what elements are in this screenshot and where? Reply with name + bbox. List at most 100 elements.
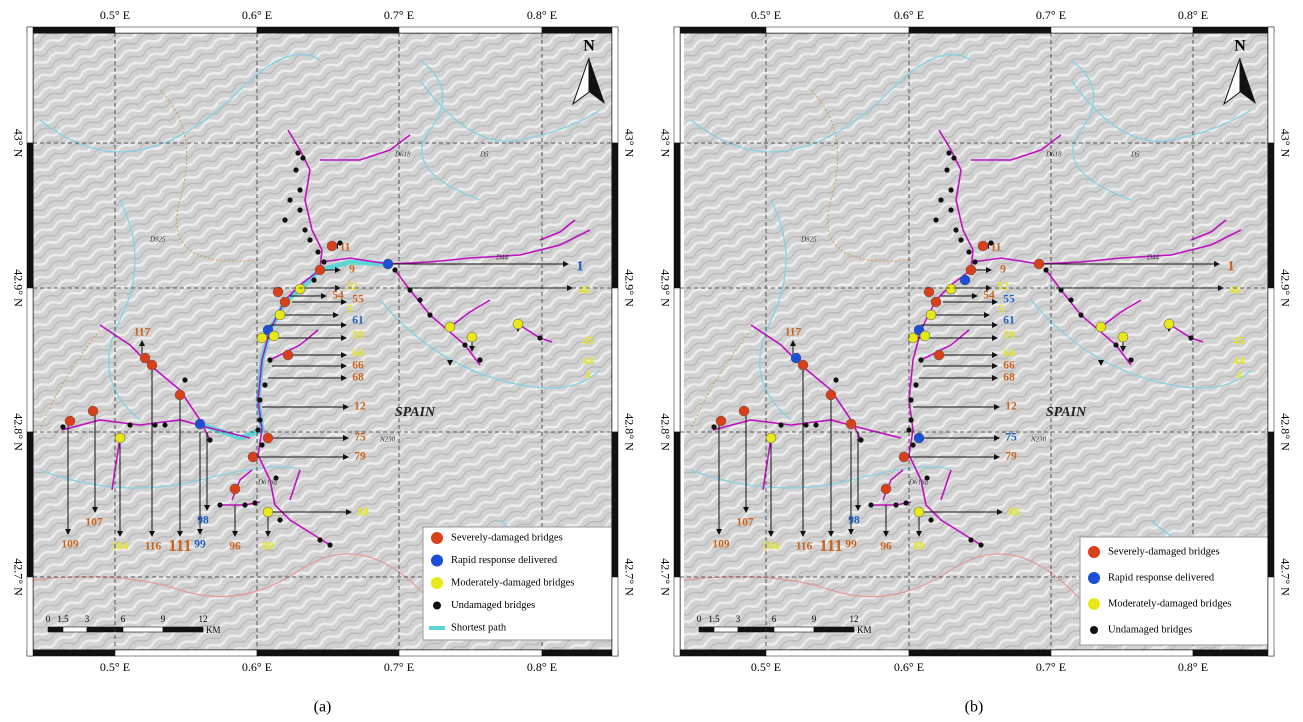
frame-strip — [1268, 143, 1274, 288]
bridge-marker — [275, 310, 285, 320]
longitude-label: 0.6° E — [242, 660, 272, 674]
bridge-marker — [467, 332, 477, 342]
scale-segment — [87, 627, 123, 632]
bridge-marker — [115, 433, 125, 443]
bridge-marker — [293, 167, 298, 172]
bridge-label: 104 — [111, 541, 129, 553]
longitude-label: 0.6° E — [242, 8, 272, 22]
country-label: SPAIN — [1046, 405, 1087, 420]
bridge-marker — [926, 310, 936, 320]
longitude-label: 0.8° E — [1178, 8, 1208, 22]
bridge-marker — [881, 484, 891, 494]
bridge-marker — [988, 240, 993, 245]
bridge-marker — [315, 249, 320, 254]
bridge-marker — [711, 424, 716, 429]
bridge-label: 1 — [1227, 258, 1235, 274]
frame-strip — [1051, 27, 1193, 33]
bridge-label: 12 — [1005, 401, 1017, 413]
latitude-label: 42.9° N — [11, 269, 25, 307]
bridge-label: 59 — [1003, 330, 1015, 342]
bridge-marker — [914, 507, 924, 517]
frame-strip — [612, 577, 618, 656]
scale-label: 3 — [736, 614, 741, 624]
bridge-label: 116 — [145, 541, 162, 553]
bridge-marker — [1078, 312, 1083, 317]
caption: (b) — [965, 699, 984, 716]
bridge-label: 116 — [796, 541, 813, 553]
bridge-label: 61 — [352, 315, 364, 327]
bridge-label: 111 — [819, 536, 843, 555]
longitude-label: 0.5° E — [751, 8, 781, 22]
bridge-marker — [427, 312, 432, 317]
frame-strip — [1193, 27, 1274, 33]
bridge-marker — [327, 241, 337, 251]
latitude-label: 42.7° N — [622, 558, 636, 596]
frame-strip — [257, 27, 399, 33]
north-label: N — [1234, 38, 1246, 55]
bridge-marker — [242, 502, 247, 507]
bridge-marker — [914, 433, 924, 443]
frame-strip — [674, 27, 680, 143]
bridge-marker — [924, 287, 934, 297]
frame-strip — [27, 650, 115, 656]
bridge-label: 96 — [229, 541, 241, 553]
legend-label: Severely-damaged bridges — [451, 532, 563, 543]
longitude-label: 0.7° E — [384, 660, 414, 674]
bridge-label: 117 — [785, 327, 802, 339]
bridge-label: 1 — [576, 258, 584, 274]
latitude-label: 42.7° N — [11, 558, 25, 596]
bridge-marker — [175, 390, 185, 400]
bridge-marker — [908, 333, 918, 343]
bridge-marker — [65, 416, 75, 426]
bridge-marker — [287, 197, 292, 202]
legend-label: Severely-damaged bridges — [1108, 546, 1220, 557]
longitude-label: 0.7° E — [1036, 660, 1066, 674]
bridge-marker — [280, 297, 290, 307]
bridge-marker — [417, 297, 422, 302]
legend-swatch — [431, 555, 443, 567]
bridge-marker — [913, 382, 918, 387]
longitude-label: 0.8° E — [527, 660, 557, 674]
frame-strip — [27, 27, 33, 143]
road-label: D925 — [149, 236, 166, 244]
bridge-marker — [1118, 332, 1128, 342]
frame-strip — [542, 650, 618, 656]
frame-strip — [1268, 577, 1274, 656]
longitude-label: 0.6° E — [894, 660, 924, 674]
bridge-marker — [295, 284, 305, 294]
bridge-marker — [60, 424, 65, 429]
bridge-marker — [317, 537, 322, 542]
bridge-marker — [182, 377, 187, 382]
scale-label: 9 — [161, 614, 166, 624]
frame-strip — [909, 650, 1051, 656]
bridge-marker — [295, 150, 300, 155]
scale-segment — [774, 627, 814, 632]
bridge-marker — [263, 433, 273, 443]
bridge-marker — [259, 442, 264, 447]
bridge-label: 68 — [352, 372, 364, 384]
bridge-marker — [903, 500, 908, 505]
bridge-label: 68 — [1003, 372, 1015, 384]
scale-segment — [63, 627, 87, 632]
frame-strip — [612, 143, 618, 288]
bridge-label: 104 — [762, 541, 780, 553]
frame-strip — [612, 288, 618, 432]
frame-strip — [612, 27, 618, 143]
bridge-marker — [960, 275, 970, 285]
bridge-marker — [858, 437, 863, 442]
bridge-marker — [267, 357, 272, 362]
longitude-label: 0.8° E — [527, 8, 557, 22]
latitude-label: 42.8° N — [1278, 413, 1292, 451]
bridge-marker — [445, 322, 455, 332]
latitude-label: 42.9° N — [658, 269, 672, 307]
legend-label: Moderately-damaged bridges — [451, 577, 574, 588]
legend-swatch — [1088, 546, 1100, 558]
bridge-marker — [392, 267, 397, 272]
bridge-marker — [934, 350, 944, 360]
bridge-label: 107 — [736, 517, 754, 529]
road-label: D618 — [394, 151, 411, 159]
latitude-label: 43° N — [658, 129, 672, 158]
bridge-label: 79 — [354, 451, 366, 463]
longitude-label: 0.7° E — [384, 8, 414, 22]
frame-strip — [674, 577, 680, 656]
